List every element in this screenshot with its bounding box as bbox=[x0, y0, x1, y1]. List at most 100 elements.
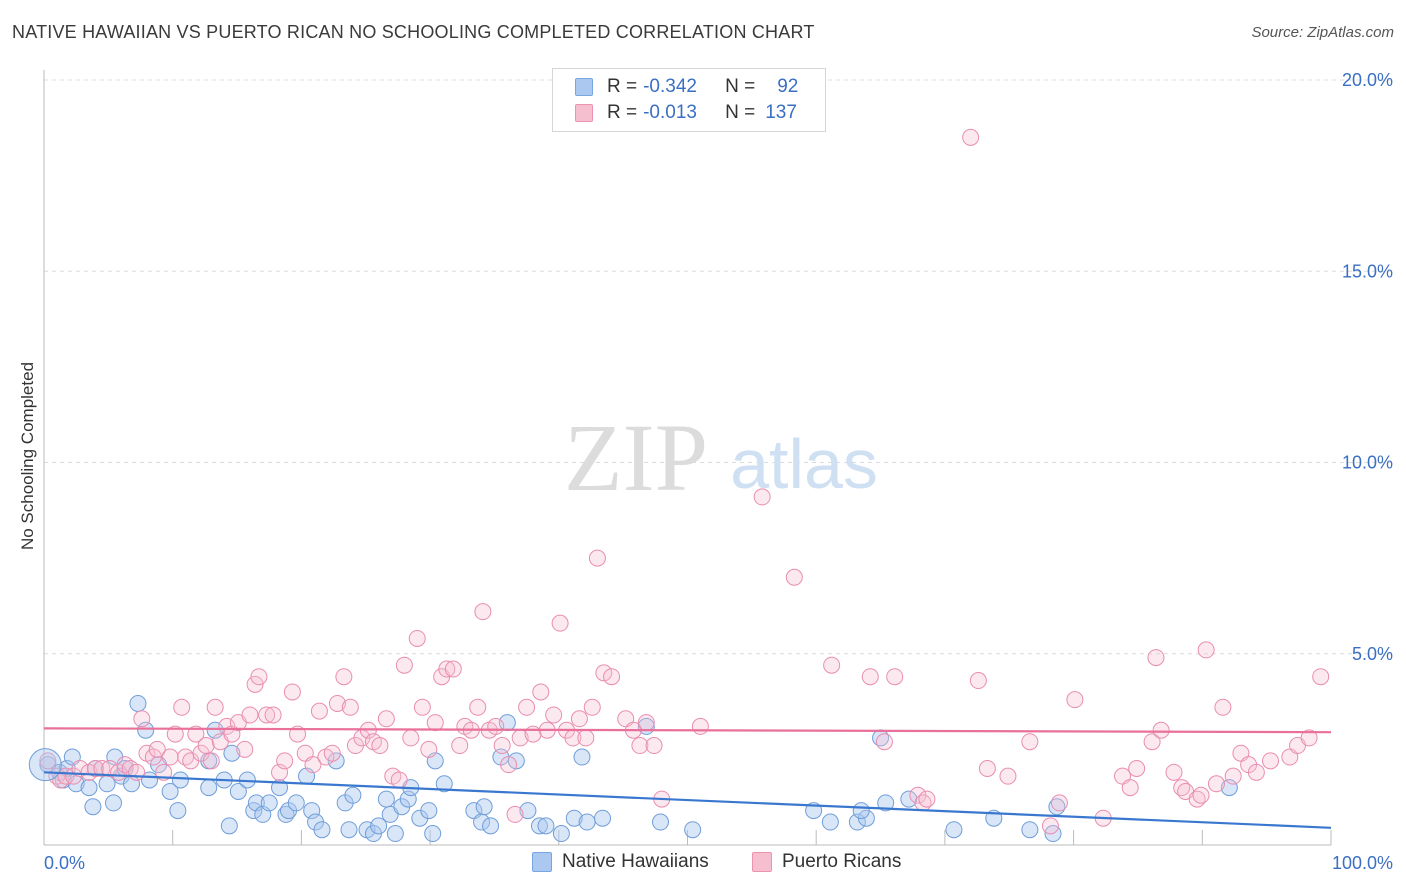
point-puerto-rican bbox=[962, 128, 980, 146]
point-puerto-rican bbox=[133, 710, 151, 728]
point-puerto-rican bbox=[390, 771, 408, 789]
point-puerto-rican bbox=[426, 714, 444, 732]
point-native-hawaiian bbox=[530, 817, 548, 835]
series-puerto-ricans bbox=[39, 128, 1330, 835]
source-label: Source: ZipAtlas.com bbox=[1251, 24, 1394, 41]
point-native-hawaiian bbox=[578, 813, 596, 831]
point-puerto-rican bbox=[1197, 641, 1215, 659]
point-native-hawaiian bbox=[945, 821, 963, 839]
point-native-hawaiian bbox=[1021, 821, 1039, 839]
point-puerto-rican bbox=[402, 729, 420, 747]
point-native-hawaiian bbox=[420, 802, 438, 820]
point-native-hawaiian bbox=[340, 821, 358, 839]
point-native-hawaiian bbox=[435, 775, 453, 793]
point-native-hawaiian bbox=[1220, 779, 1238, 797]
point-puerto-rican bbox=[861, 668, 879, 686]
point-native-hawaiian bbox=[200, 779, 218, 797]
point-puerto-rican bbox=[1300, 729, 1318, 747]
point-puerto-rican bbox=[1147, 649, 1165, 667]
point-puerto-rican bbox=[371, 737, 389, 755]
legend-row-puerto-ricans: R = -0.013 N = 137 bbox=[575, 101, 797, 125]
point-native-hawaiian bbox=[594, 809, 612, 827]
point-puerto-rican bbox=[250, 668, 268, 686]
point-puerto-rican bbox=[645, 737, 663, 755]
legend-label: Native Hawaiians bbox=[562, 851, 709, 872]
point-native-hawaiian bbox=[386, 825, 404, 843]
legend-swatch-pink bbox=[575, 104, 593, 122]
point-puerto-rican bbox=[202, 752, 220, 770]
point-native-hawaiian bbox=[900, 790, 918, 808]
point-puerto-rican bbox=[264, 706, 282, 724]
point-puerto-rican bbox=[413, 698, 431, 716]
point-puerto-rican bbox=[328, 694, 346, 712]
point-puerto-rican bbox=[341, 698, 359, 716]
x-tick-labels: 0.0% 100.0% bbox=[44, 853, 1393, 873]
point-puerto-rican bbox=[1066, 691, 1084, 709]
point-native-hawaiian bbox=[303, 802, 321, 820]
trend-lines bbox=[43, 727, 1332, 829]
point-native-hawaiian bbox=[821, 813, 839, 831]
point-puerto-rican bbox=[187, 725, 205, 743]
legend-n-value: 137 bbox=[765, 102, 797, 123]
point-native-hawaiian bbox=[80, 779, 98, 797]
point-native-hawaiian bbox=[260, 794, 278, 812]
legend-r-value: -0.342 bbox=[643, 76, 697, 97]
legend-n-label: N = bbox=[725, 102, 756, 123]
point-puerto-rican bbox=[631, 737, 649, 755]
point-native-hawaiian bbox=[327, 752, 345, 770]
point-native-hawaiian bbox=[129, 694, 147, 712]
point-puerto-rican bbox=[524, 725, 542, 743]
point-puerto-rican bbox=[1165, 763, 1183, 781]
point-puerto-rican bbox=[166, 725, 184, 743]
point-puerto-rican bbox=[1214, 698, 1232, 716]
point-native-hawaiian bbox=[507, 752, 525, 770]
point-puerto-rican bbox=[487, 717, 505, 735]
point-native-hawaiian bbox=[377, 790, 395, 808]
point-native-hawaiian bbox=[169, 802, 187, 820]
point-native-hawaiian bbox=[370, 817, 388, 835]
legend-r-value: -0.013 bbox=[643, 102, 697, 123]
point-puerto-rican bbox=[469, 698, 487, 716]
data-points bbox=[28, 128, 1330, 843]
point-native-hawaiian bbox=[223, 744, 241, 762]
point-puerto-rican bbox=[570, 710, 588, 728]
point-native-hawaiian bbox=[475, 798, 493, 816]
point-puerto-rican bbox=[518, 698, 536, 716]
legend-swatch-blue bbox=[575, 78, 593, 96]
watermark-atlas: atlas bbox=[730, 425, 878, 503]
point-puerto-rican bbox=[637, 714, 655, 732]
axes bbox=[43, 70, 1332, 846]
point-puerto-rican bbox=[532, 683, 550, 701]
point-puerto-rican bbox=[197, 737, 215, 755]
point-puerto-rican bbox=[753, 488, 771, 506]
point-puerto-rican bbox=[395, 656, 413, 674]
stats-legend: R = -0.342 N = 92 R = -0.013 N = 137 bbox=[552, 68, 826, 132]
point-puerto-rican bbox=[1312, 668, 1330, 686]
point-puerto-rican bbox=[258, 706, 276, 724]
point-native-hawaiian bbox=[344, 786, 362, 804]
point-puerto-rican bbox=[1192, 786, 1210, 804]
point-puerto-rican bbox=[323, 744, 341, 762]
point-puerto-rican bbox=[1121, 779, 1139, 797]
point-puerto-rican bbox=[173, 698, 191, 716]
point-puerto-rican bbox=[493, 737, 511, 755]
legend-n-value: 92 bbox=[777, 76, 799, 97]
point-puerto-rican bbox=[451, 737, 469, 755]
point-puerto-rican bbox=[875, 733, 893, 751]
point-puerto-rican bbox=[506, 805, 524, 823]
point-puerto-rican bbox=[304, 756, 322, 774]
point-puerto-rican bbox=[474, 603, 492, 621]
trend-line-native-hawaiians bbox=[43, 771, 1332, 829]
legend-item-native-hawaiians: Native Hawaiians bbox=[532, 851, 709, 873]
point-puerto-rican bbox=[978, 760, 996, 777]
point-puerto-rican bbox=[71, 760, 89, 777]
point-puerto-rican bbox=[206, 698, 224, 716]
point-puerto-rican bbox=[438, 660, 456, 678]
point-puerto-rican bbox=[276, 752, 294, 770]
point-native-hawaiian bbox=[565, 809, 583, 827]
point-native-hawaiian bbox=[28, 748, 62, 782]
point-native-hawaiian bbox=[171, 771, 189, 789]
point-native-hawaiian bbox=[84, 798, 102, 816]
series-native-hawaiians bbox=[39, 694, 1238, 843]
